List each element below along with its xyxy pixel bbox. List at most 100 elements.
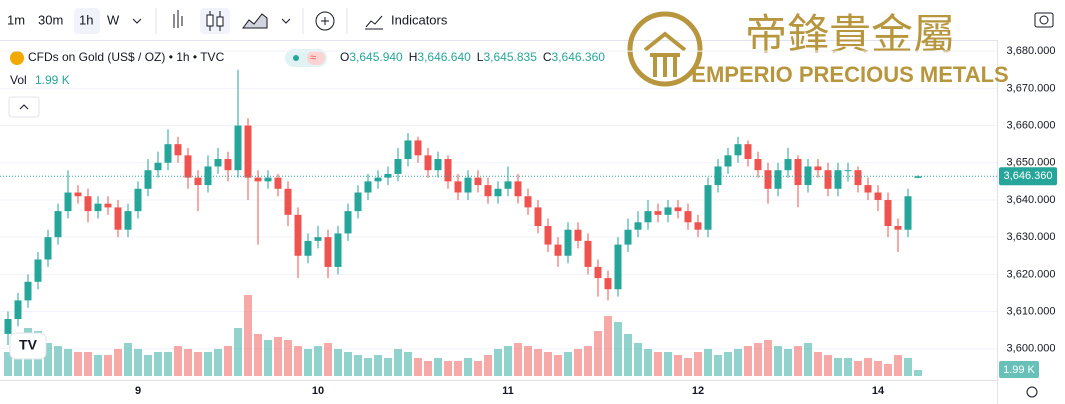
candle-body: [544, 225, 552, 245]
volume-bar: [674, 355, 682, 376]
candle-body: [664, 207, 672, 215]
interval-w[interactable]: W: [107, 12, 120, 27]
settings-icon[interactable]: [1026, 386, 1038, 398]
candle-body: [784, 159, 792, 171]
candle-body: [744, 144, 752, 160]
candle-body: [104, 203, 112, 208]
volume-bar: [784, 349, 792, 376]
candle-body: [674, 207, 682, 212]
plot: [0, 50, 997, 376]
chart-type-dropdown[interactable]: [281, 18, 291, 24]
volume-bar: [754, 343, 762, 376]
candle-body: [264, 177, 272, 182]
volume-bar: [694, 352, 702, 376]
volume-bar: [764, 340, 772, 376]
candle-body: [294, 214, 302, 256]
volume-bar: [144, 355, 152, 376]
interval-dropdown[interactable]: [132, 18, 142, 24]
volume-bar: [854, 361, 862, 376]
volume-bar: [484, 355, 492, 376]
y-tick-label: 3,680.000: [1007, 45, 1056, 57]
volume-bar: [504, 346, 512, 376]
collapse-button[interactable]: [8, 96, 40, 118]
ohlc-value: 3,645.835: [483, 50, 537, 64]
candle-body: [704, 185, 712, 230]
candle-body: [764, 170, 772, 189]
volume-bar: [574, 349, 582, 376]
volume-bar: [834, 358, 842, 376]
candle-body: [594, 266, 602, 279]
candle-body: [874, 192, 882, 200]
candle-body: [834, 170, 842, 189]
candle-body: [224, 159, 232, 171]
ohlc-value: 3,646.640: [417, 50, 471, 64]
volume-bar: [774, 346, 782, 376]
candle-body: [124, 211, 132, 230]
volume-tag-label: 1.99 K: [1003, 364, 1035, 376]
candle-body: [574, 229, 582, 241]
candle-body: [814, 166, 822, 171]
interval-30m[interactable]: 30m: [38, 12, 63, 27]
volume-bar: [444, 361, 452, 376]
volume-bar: [174, 346, 182, 376]
candle-body: [914, 176, 922, 178]
volume-bar: [314, 346, 322, 376]
interval-1h[interactable]: 1h: [79, 12, 93, 27]
volume-bar: [544, 352, 552, 376]
volume-bar: [164, 352, 172, 376]
candle-body: [654, 211, 662, 215]
candle-body: [534, 207, 542, 226]
x-tick-label: 9: [135, 385, 141, 397]
candle-body: [114, 207, 122, 230]
candle-body: [604, 278, 612, 290]
interval-active-bg: [74, 8, 100, 34]
candle-body: [634, 222, 642, 230]
volume-bar: [614, 322, 622, 376]
candle-body: [194, 177, 202, 186]
candle-body: [474, 177, 482, 186]
candle-body: [284, 188, 292, 215]
tv-logo: TV: [9, 332, 47, 360]
candle-body: [144, 170, 152, 189]
symbol-title[interactable]: CFDs on Gold (US$ / OZ) • 1h • TVC: [28, 50, 225, 64]
volume-bar: [564, 352, 572, 376]
volume-bar: [304, 349, 312, 376]
candle-body: [434, 159, 442, 171]
compare-icon[interactable]: [315, 11, 335, 31]
indicators-button[interactable]: Indicators: [391, 12, 448, 27]
volume-legend-value: 1.99 K: [35, 73, 70, 87]
ohlc-value: 3,645.940: [349, 50, 403, 64]
volume-bar: [64, 349, 72, 376]
candle-body: [454, 181, 462, 193]
x-tick-label: 14: [872, 385, 885, 397]
candle-body: [304, 240, 312, 256]
bars-icon[interactable]: [173, 10, 183, 28]
candle-body: [414, 140, 422, 156]
candle-body: [214, 159, 222, 167]
volume-bar: [404, 352, 412, 376]
candles-icon-bg: [200, 8, 230, 34]
volume-bar: [204, 352, 212, 376]
ohlc-label: O: [340, 50, 349, 64]
interval-1m[interactable]: 1m: [7, 12, 25, 27]
volume-bar: [414, 358, 422, 376]
candle-body: [4, 318, 12, 334]
volume-legend-label: Vol: [10, 73, 27, 87]
volume-bar: [254, 334, 262, 376]
volume-bar: [324, 343, 332, 376]
volume-bar: [684, 358, 692, 376]
candle-body: [34, 259, 42, 282]
candle-body: [254, 177, 262, 182]
last-price-tag: [999, 167, 1057, 186]
snapshot-icon[interactable]: [1034, 12, 1054, 28]
area-icon[interactable]: [242, 13, 268, 29]
candle-body: [274, 177, 282, 189]
candle-body: [364, 181, 372, 193]
volume-bar: [4, 352, 12, 376]
last-price-label: 3,646.360: [1004, 170, 1053, 182]
svg-text:TV: TV: [19, 337, 38, 353]
volume-bar: [464, 358, 472, 376]
indicators-icon[interactable]: [365, 15, 383, 30]
y-tick-label: 3,630.000: [1007, 231, 1056, 243]
candle-body: [44, 237, 52, 260]
